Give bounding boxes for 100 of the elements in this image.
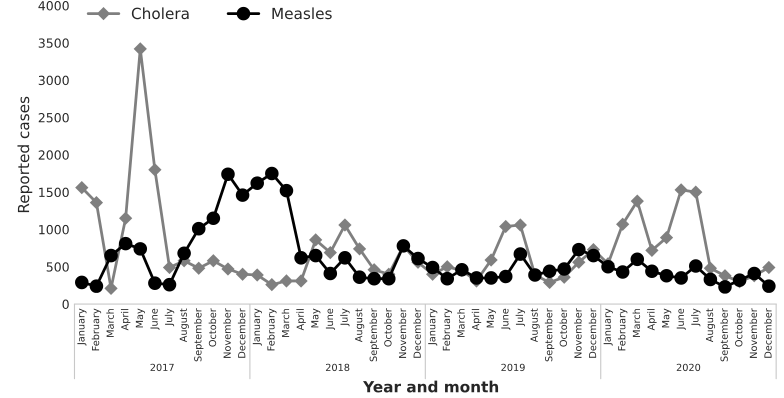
x-tick-label: March [632,309,640,337]
x-tick-label: June [150,308,160,330]
x-tick-label: October [559,308,568,347]
x-tick-label: January [428,308,438,346]
point [440,272,454,286]
x-tick-label: November [398,308,406,358]
x-tick-label: August [706,308,716,342]
point [75,276,89,290]
y-tick-label: 1000 [39,224,69,234]
point [104,282,118,295]
x-tick-label: November [750,308,758,358]
point [280,184,294,198]
text: 2018 [326,364,350,372]
point [221,167,235,181]
point [704,272,718,286]
x-tick-label: November [574,308,582,358]
point [499,220,512,233]
point [557,262,571,276]
point [338,251,352,265]
x-tick-label: September [194,308,204,362]
point [353,242,366,256]
point [484,254,498,266]
point [236,268,250,281]
x-tick-label: February [618,308,628,350]
point [119,212,132,225]
y-tick-label: 3000 [38,76,69,86]
x-tick-label: August [530,308,540,342]
x-tick-label: May [662,308,672,328]
point [718,269,732,282]
x-tick-label: October [208,308,216,347]
point [704,262,717,275]
point [294,251,308,265]
x-tick-label: January [77,308,86,346]
point [236,188,250,202]
point [324,266,338,280]
x-tick-label: October [734,308,742,347]
x-tick-label: June [326,308,335,330]
x-tick-label: February [92,308,102,350]
point [308,248,322,262]
x-tick-label: September [720,308,730,362]
point [338,218,352,232]
point [514,218,527,232]
x-tick-label: December [764,308,772,358]
point [674,183,688,196]
x-tick-label: August [180,308,189,342]
point [572,256,586,269]
point [90,279,104,293]
point [352,270,366,284]
x-tick-label: July [516,308,526,326]
point [104,248,118,262]
point [250,176,264,190]
point [192,222,206,236]
x-tick-label: July [691,308,700,326]
point [206,254,220,268]
x-tick-label: March [282,309,290,337]
point [689,186,702,199]
point [514,247,528,261]
point [440,260,454,274]
y-tick-label: 0 [62,300,69,309]
point [75,181,88,194]
point [688,259,703,273]
x-tick-label: December [588,308,596,358]
point [645,264,659,278]
x-tick-label: July [164,308,174,326]
point [586,248,600,262]
x-tick-label: September [544,308,554,362]
point [148,163,162,176]
point [265,278,278,292]
point [630,194,644,208]
point [206,211,220,226]
x-tick-label: December [238,308,246,358]
x-tick-label: July [340,308,350,326]
point [674,271,688,285]
x-tick-label: May [136,308,145,328]
point [163,261,176,274]
point [133,242,148,256]
y-tick-label: 3500 [38,38,69,48]
point [616,218,630,231]
point [543,276,556,289]
x-tick-label: September [369,308,379,362]
x-tick-label: October [384,308,392,347]
point [762,279,776,293]
point [134,42,147,56]
point [90,196,103,209]
y-axis-title: Reported cases [17,96,32,212]
point [484,271,498,285]
point [118,236,132,250]
point [470,271,484,285]
point [367,272,381,286]
point [542,264,556,278]
point [162,278,176,292]
point [192,262,206,275]
x-tick-label: May [311,308,320,328]
x-tick-label: January [252,308,262,346]
point [718,280,732,294]
y-tick-label: 500 [46,262,69,272]
x-tick-label: December [413,308,421,358]
point [747,266,761,280]
x-tick-label: April [647,309,657,330]
y-tick-label: 1500 [39,188,69,198]
